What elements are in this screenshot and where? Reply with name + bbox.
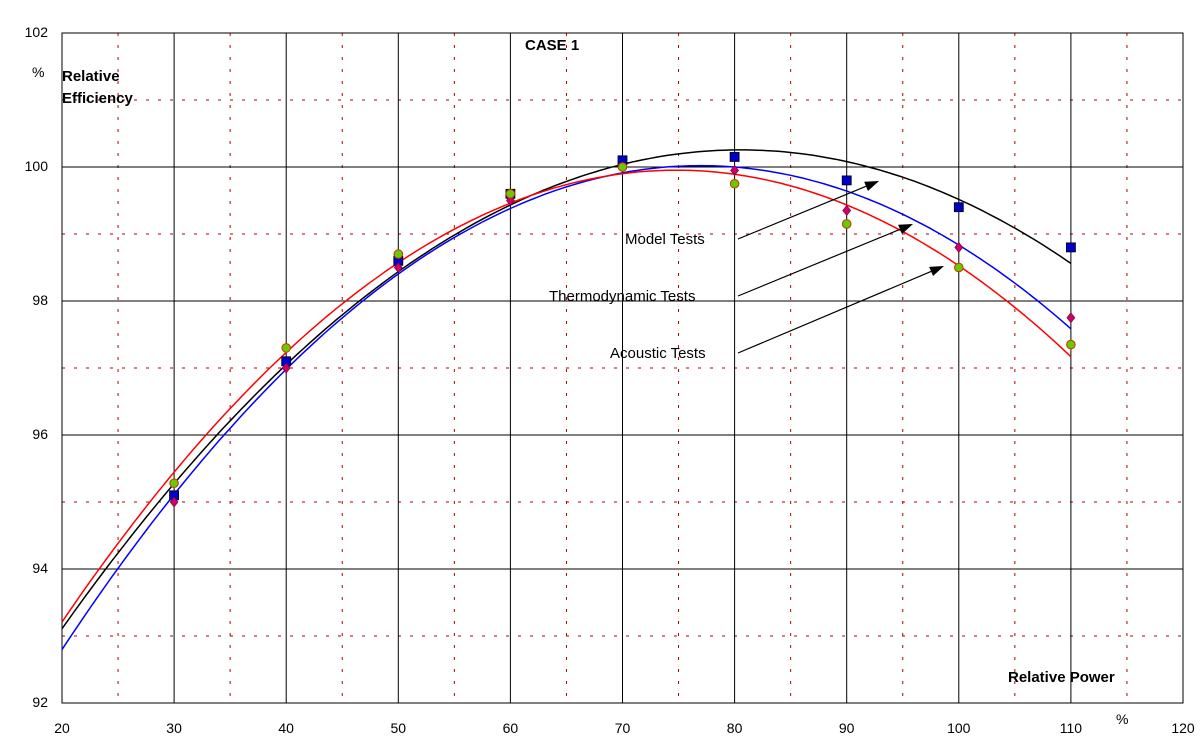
arrow-model-tests-head — [864, 181, 879, 191]
marker-circle — [281, 343, 292, 353]
x-tick-label: 90 — [838, 720, 855, 736]
x-tick-label: 100 — [947, 720, 971, 736]
marker-circle — [954, 262, 964, 273]
x-tick-label: 50 — [390, 720, 407, 736]
marker-circle — [505, 189, 516, 199]
legend-label-model-tests: Model Tests — [625, 231, 705, 248]
x-tick-label: 40 — [278, 720, 294, 736]
marker-diamond — [393, 262, 403, 273]
y-tick-label: 92 — [32, 694, 48, 710]
y-tick-label: 94 — [32, 560, 48, 576]
curve-thermodynamic-tests — [61, 164, 1072, 651]
marker-diamond — [169, 496, 179, 508]
marker-diamond — [730, 164, 739, 176]
curve-model-tests — [61, 149, 1072, 630]
legend-label-acoustic-tests: Acoustic Tests — [610, 345, 706, 362]
arrow-acoustic-tests-shaft — [737, 270, 932, 354]
x-tick-label: 20 — [54, 720, 70, 736]
chart-title: CASE 1 — [525, 37, 580, 54]
arrow-thermodynamic-tests-shaft — [737, 228, 901, 297]
marker-diamond — [954, 241, 964, 253]
arrow-thermodynamic-tests-head — [898, 224, 913, 234]
marker-square — [953, 202, 964, 213]
marker-circle — [617, 162, 628, 172]
marker-diamond — [1066, 312, 1076, 324]
marker-square — [841, 175, 852, 186]
x-axis-label: Relative Power — [1008, 669, 1115, 686]
x-tick-label: 60 — [502, 720, 519, 736]
y-tick-label: 96 — [32, 426, 48, 442]
plot-frame — [61, 32, 1184, 704]
legend-label-thermodynamic-tests: Thermodynamic Tests — [549, 288, 696, 305]
x-tick-label: 30 — [166, 720, 182, 736]
x-tick-label: 80 — [726, 720, 743, 736]
y-axis-label-line2: Efficiency — [62, 90, 133, 107]
x-tick-label: 120 — [1171, 720, 1195, 736]
marker-diamond — [842, 205, 852, 217]
legend-arrows — [737, 181, 944, 354]
y-axis-label-line1: Relative — [62, 68, 120, 85]
x-axis-unit: % — [1116, 711, 1129, 727]
x-tick-label: 70 — [614, 720, 631, 736]
y-axis-unit: % — [32, 64, 45, 80]
data-markers — [169, 152, 1076, 508]
marker-circle — [1066, 339, 1076, 350]
marker-square — [729, 152, 740, 162]
marker-circle — [169, 478, 179, 489]
y-tick-label: 102 — [24, 24, 48, 40]
x-tick-label: 110 — [1059, 720, 1083, 736]
marker-diamond — [281, 362, 291, 374]
y-tick-label: 100 — [24, 158, 48, 174]
marker-square — [1066, 242, 1076, 253]
marker-circle — [729, 178, 740, 189]
marker-circle — [841, 219, 852, 229]
marker-circle — [393, 249, 404, 259]
arrow-model-tests-shaft — [737, 185, 867, 240]
y-tick-label: 98 — [32, 292, 48, 308]
arrow-acoustic-tests-head — [929, 266, 944, 277]
